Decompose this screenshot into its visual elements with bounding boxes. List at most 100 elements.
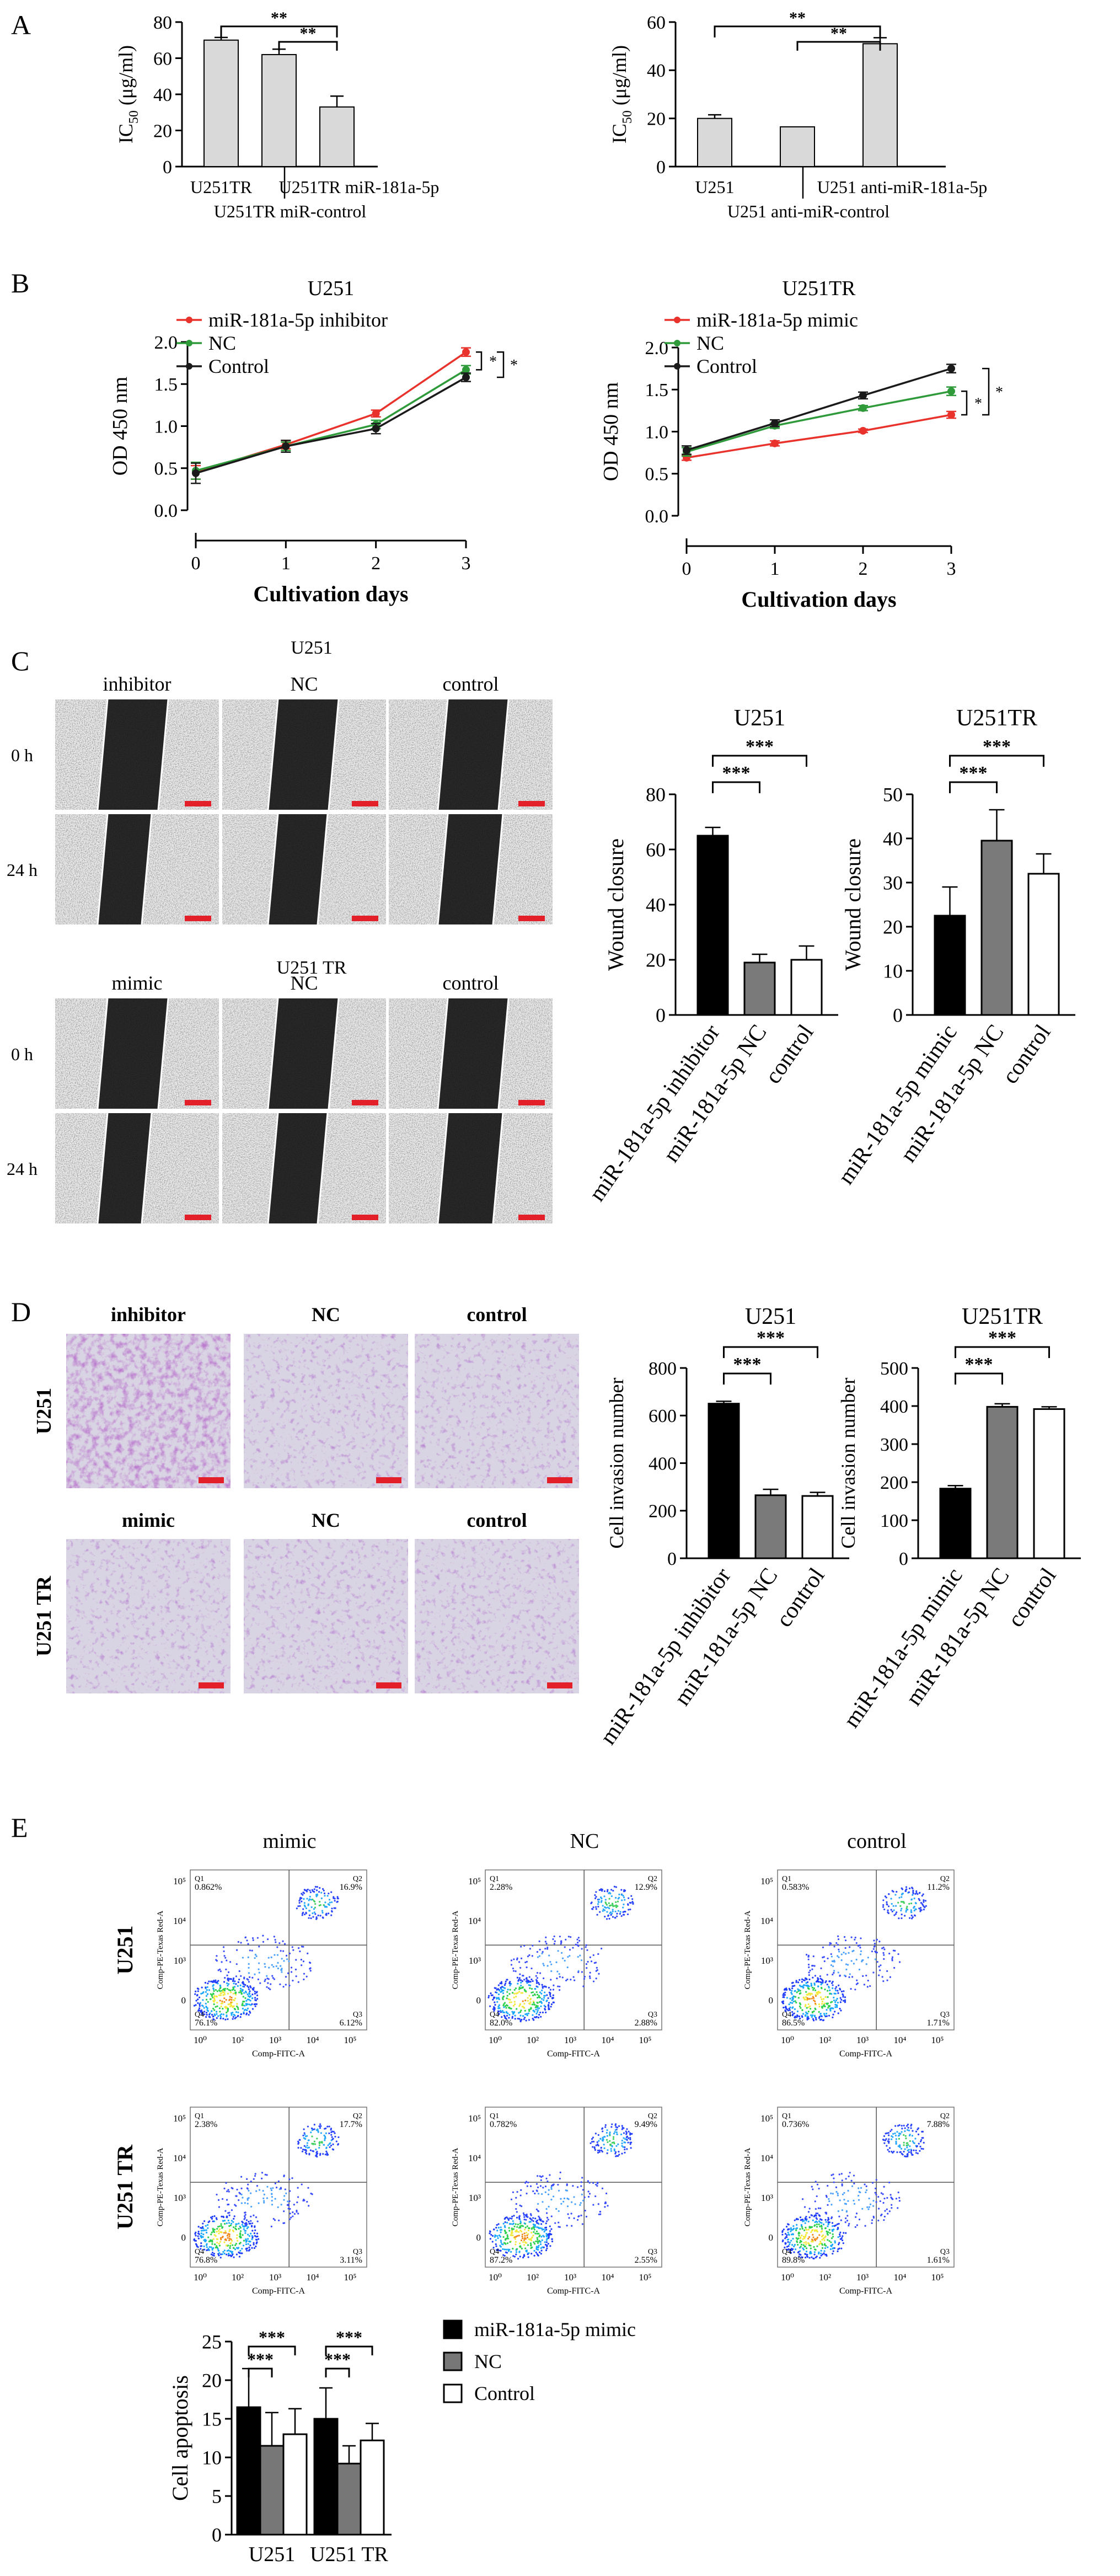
E-event-dot xyxy=(515,1996,517,1998)
E-event-dot xyxy=(255,2245,257,2248)
E-event-dot xyxy=(912,2130,914,2132)
E-event-dot xyxy=(606,2152,608,2155)
E-event-dot xyxy=(814,1975,817,1977)
E-event-dot xyxy=(544,2227,546,2229)
B-legend-label: miR-181a-5p mimic xyxy=(696,309,858,331)
E-event-dot xyxy=(623,1889,625,1891)
E-event-dot xyxy=(844,1939,847,1942)
E-event-dot xyxy=(539,1991,541,1994)
E-event-dot xyxy=(621,2125,623,2127)
E-event-dot xyxy=(251,2247,253,2249)
E-event-dot xyxy=(535,2183,538,2185)
E-event-dot xyxy=(572,1976,575,1978)
E-event-dot xyxy=(254,2226,256,2228)
E-event-dot xyxy=(280,1950,282,1952)
E-event-dot xyxy=(293,2212,296,2215)
bar-sig-inner-line xyxy=(723,1372,771,1385)
E-event-dot xyxy=(840,2219,842,2221)
E-event-dot xyxy=(827,2233,829,2236)
E-event-dot xyxy=(580,2202,582,2204)
D-micrograph-cells xyxy=(415,1539,579,1693)
E-event-dot xyxy=(526,1960,528,1963)
E-event-dot xyxy=(523,2018,525,2021)
E-event-dot xyxy=(806,2255,808,2257)
E-event-dot xyxy=(310,1917,312,1920)
E-event-dot xyxy=(822,1998,825,2000)
E-event-dot xyxy=(814,2007,816,2010)
bar xyxy=(1027,873,1060,1016)
B-xtick-label: 0 xyxy=(191,553,201,574)
E-event-dot xyxy=(810,2226,812,2229)
E-event-dot xyxy=(540,2249,543,2252)
E-axis-tick: 10² xyxy=(527,2272,539,2283)
E-event-dot xyxy=(794,2015,796,2018)
E-quadrant-value-q1: 0.736% xyxy=(782,2120,809,2129)
E-event-dot xyxy=(796,2015,799,2017)
E-event-dot xyxy=(242,1996,244,1998)
C-wound-edge xyxy=(97,699,109,810)
E-event-dot xyxy=(200,2242,202,2244)
E-event-dot xyxy=(914,2137,917,2140)
E-event-dot xyxy=(247,2226,249,2228)
E-event-dot xyxy=(560,1941,562,1943)
E-event-dot xyxy=(867,2208,870,2210)
E-event-dot xyxy=(903,1901,905,1903)
E-event-dot xyxy=(266,2174,268,2176)
E-event-dot xyxy=(337,2136,340,2139)
E-event-dot xyxy=(921,1895,923,1897)
E-event-dot xyxy=(565,1938,567,1941)
E-event-dot xyxy=(322,2153,324,2155)
E-event-dot xyxy=(508,2223,511,2225)
E-event-dot xyxy=(503,1987,506,1989)
E-event-dot xyxy=(604,2206,606,2208)
E-event-dot xyxy=(834,2241,837,2244)
C-wound-edge xyxy=(97,998,109,1109)
E-event-dot xyxy=(831,2228,833,2231)
E-event-dot xyxy=(599,2211,601,2213)
E-event-dot xyxy=(239,2016,242,2018)
E-event-dot xyxy=(898,2196,901,2199)
E-event-dot xyxy=(611,1912,613,1915)
E-event-dot xyxy=(821,2247,824,2249)
E-event-dot xyxy=(898,2124,901,2126)
E-event-dot xyxy=(876,1961,878,1963)
E-event-dot xyxy=(519,2246,522,2248)
E-event-dot xyxy=(840,2173,843,2175)
E-event-dot xyxy=(303,2145,306,2147)
E-event-dot xyxy=(311,2142,313,2145)
E-event-dot xyxy=(270,1956,272,1959)
E-event-dot xyxy=(592,2182,594,2184)
E-event-dot xyxy=(211,1995,213,1997)
E-event-dot xyxy=(508,2001,511,2003)
D-row-label: U251 xyxy=(33,1388,56,1434)
E-event-dot xyxy=(807,2003,810,2006)
E-event-dot xyxy=(822,1981,824,1984)
B-point xyxy=(947,365,955,373)
E-event-dot xyxy=(234,1989,236,1992)
E-event-dot xyxy=(808,2216,811,2219)
E-event-dot xyxy=(559,2178,561,2180)
E-event-dot xyxy=(567,2213,569,2215)
E-event-dot xyxy=(917,2152,919,2155)
E-event-dot xyxy=(505,2011,508,2014)
E-event-dot xyxy=(816,2245,818,2247)
A-xlabel: U251TR xyxy=(190,177,253,197)
E-event-dot xyxy=(248,1995,250,1997)
E-event-dot xyxy=(824,2219,827,2221)
E-event-dot xyxy=(898,2200,901,2202)
E-event-dot xyxy=(251,2238,253,2241)
E-event-dot xyxy=(521,2018,523,2021)
E-event-dot xyxy=(309,1968,311,1970)
E-event-dot xyxy=(283,2222,286,2224)
E-event-dot xyxy=(604,2126,607,2128)
E-event-dot xyxy=(810,2247,812,2249)
E-event-dot xyxy=(896,2131,898,2133)
E-event-dot xyxy=(908,2151,910,2153)
E-event-dot xyxy=(860,1937,862,1939)
E-event-dot xyxy=(219,2016,222,2018)
A-sig-inner-line xyxy=(796,41,881,51)
E-event-dot xyxy=(915,2149,917,2152)
E-event-dot xyxy=(205,1991,207,1993)
E-event-dot xyxy=(808,1978,811,1981)
